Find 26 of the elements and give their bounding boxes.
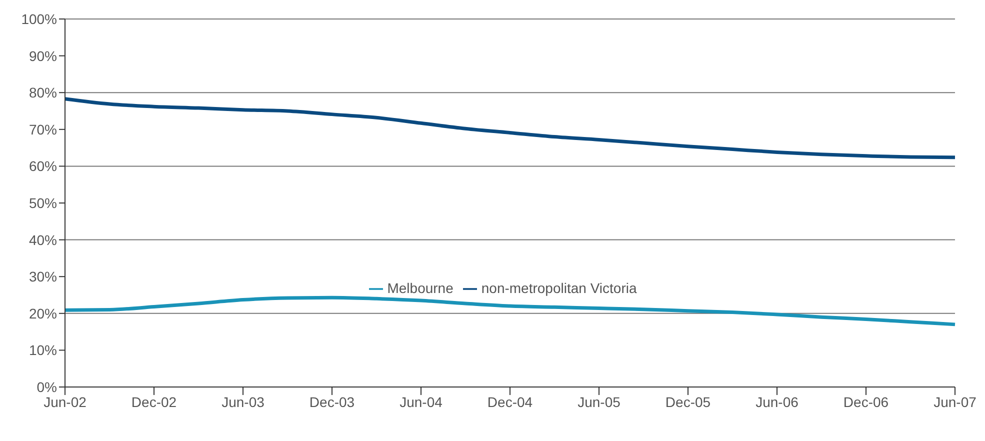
y-tick-label: 70% xyxy=(28,121,57,138)
legend-label: non-metropolitan Victoria xyxy=(481,280,637,296)
y-tick-label: 20% xyxy=(28,305,57,322)
x-tick-label: Jun-07 xyxy=(934,394,977,410)
y-tick-label: 40% xyxy=(28,232,57,248)
line-series xyxy=(63,97,957,160)
x-tick-label: Jun-04 xyxy=(400,394,443,410)
y-tick-label: 0% xyxy=(36,378,57,395)
x-tick-label: Dec-03 xyxy=(309,394,355,410)
legend-label: Melbourne xyxy=(387,280,454,296)
x-tick-label: Dec-06 xyxy=(843,394,889,410)
y-tick-label: 90% xyxy=(28,48,57,64)
x-tick-label: Dec-05 xyxy=(665,394,711,410)
y-tick-label: 60% xyxy=(28,158,57,174)
y-tick-label: 30% xyxy=(28,268,57,285)
x-tick-label: Jun-05 xyxy=(578,394,621,410)
x-tick-label: Jun-06 xyxy=(756,394,799,410)
x-tick-label: Dec-04 xyxy=(487,394,533,410)
y-tick-label: 10% xyxy=(28,342,57,358)
y-tick-label: 50% xyxy=(28,194,57,211)
x-tick-label: Jun-02 xyxy=(44,394,87,410)
y-tick-label: 100% xyxy=(21,10,57,27)
x-tick-label: Jun-03 xyxy=(222,394,265,410)
y-tick-label: 80% xyxy=(28,84,57,101)
line-series xyxy=(63,296,957,326)
x-tick-label: Dec-02 xyxy=(131,394,177,410)
